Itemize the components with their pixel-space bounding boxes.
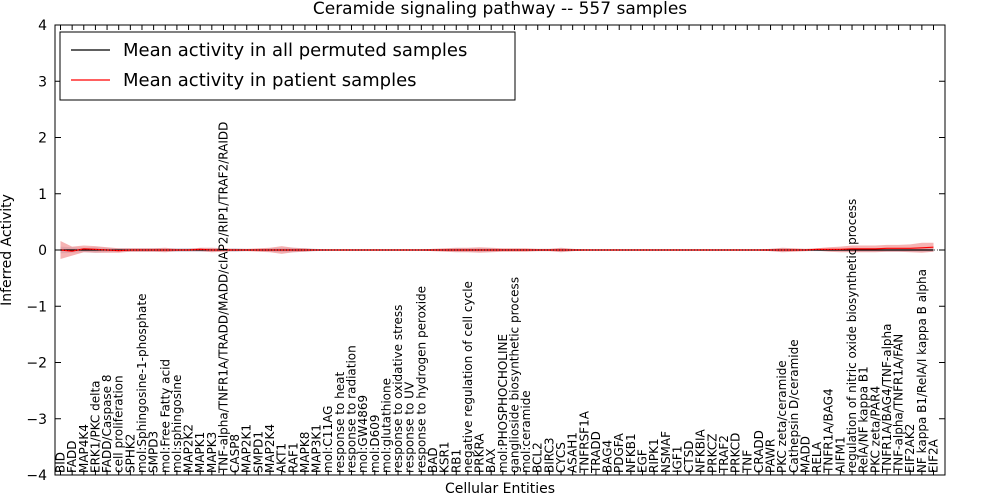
- x-tick-label: response to UV: [403, 381, 417, 473]
- x-tick-label: EIF2AK2: [903, 424, 917, 473]
- chart-title: Ceramide signaling pathway -- 557 sample…: [313, 0, 687, 19]
- x-tick-label: BCL2: [531, 442, 545, 473]
- y-tick-label: −2: [26, 356, 47, 372]
- x-tick-label: TNFR1A/BAG4: [822, 388, 836, 474]
- x-tick-label: MAPK3: [205, 432, 219, 473]
- y-tick-label: −1: [26, 299, 47, 315]
- y-tick-label: 2: [38, 131, 47, 147]
- x-tick-label: IGF1: [670, 446, 684, 473]
- x-tick-label: TRADD: [589, 431, 603, 474]
- x-tick-label: CASP8: [228, 434, 242, 473]
- x-tick-label: FADD/Caspase 8: [100, 374, 114, 473]
- x-tick-label: MAP3K1: [310, 424, 324, 473]
- y-axis-label: Inferred Activity: [0, 194, 15, 306]
- x-tick-label: PKC zeta/PAR4: [868, 386, 882, 473]
- x-tick-label: EIF2A: [927, 438, 941, 473]
- x-tick-label: response to radiation: [345, 345, 359, 473]
- x-tick-label: BIRC3: [542, 437, 556, 473]
- x-tick-label: CYCS: [554, 442, 568, 473]
- x-tick-label: BID: [54, 452, 68, 473]
- x-tick-label: MAP2K4: [263, 424, 277, 473]
- x-tick-label: RELA: [810, 441, 824, 473]
- x-tick-label: mol:Free Fatty acid: [158, 359, 172, 473]
- x-tick-label: TNF-alpha/TNFR1A/FAN: [892, 334, 906, 474]
- x-tick-label: EGF: [636, 449, 650, 473]
- x-tick-label: TNFRSF1A: [577, 410, 591, 474]
- x-tick-label: TNF: [740, 450, 754, 474]
- x-tick-label: SPHK2: [123, 434, 137, 473]
- x-tick-label: cell proliferation: [112, 375, 126, 473]
- y-tick-label: 1: [38, 187, 47, 203]
- x-tick-label: MAP2K2: [182, 424, 196, 473]
- y-tick-label: 0: [38, 243, 47, 259]
- x-tick-label: RAF1: [286, 442, 300, 473]
- x-tick-label: MADD: [799, 436, 813, 473]
- x-tick-label: mol:ceramide: [519, 390, 533, 473]
- x-tick-label: mol:C11AG: [321, 406, 335, 473]
- x-tick-label: Cathepsin D/ceramide: [787, 339, 801, 473]
- x-tick-label: mol:glutathione: [379, 378, 393, 473]
- x-axis-label: Cellular Entities: [445, 481, 555, 497]
- x-tick-label: SMPD1: [251, 431, 265, 473]
- x-tick-label: CRADD: [752, 430, 766, 473]
- y-tick-label: 3: [38, 74, 47, 90]
- y-tick-label: −4: [26, 468, 47, 484]
- legend-label-permuted: Mean activity in all permuted samples: [123, 40, 467, 61]
- y-tick-label: −3: [26, 412, 47, 428]
- x-tick-label: response to oxidative stress: [391, 305, 405, 473]
- x-tick-label: response to hydrogen peroxide: [414, 286, 428, 473]
- x-tick-label: PDGFA: [612, 432, 626, 473]
- x-tick-label: MAP2K1: [240, 424, 254, 473]
- x-tick-label: FADD: [65, 440, 79, 473]
- x-tick-label: response to heat: [333, 372, 347, 474]
- x-tick-label: mol:Sphingosine-1-phosphate: [135, 294, 149, 474]
- x-tick-label: MAPK8: [298, 432, 312, 473]
- x-tick-label: PAWR: [764, 439, 778, 473]
- y-axis-ticks: −4 −3 −2 −1 0 1 2 3 4: [26, 18, 945, 484]
- x-tick-label: mol:GW4869: [356, 395, 370, 473]
- legend-label-patient: Mean activity in patient samples: [123, 70, 417, 91]
- legend: Mean activity in all permuted samples Me…: [59, 31, 516, 101]
- x-tick-label: BAD: [426, 447, 440, 473]
- x-tick-label: regulation of nitric oxide biosynthetic …: [845, 199, 859, 473]
- x-tick-label: NFKB1: [624, 433, 638, 473]
- x-tick-label: SMPD3: [147, 431, 161, 473]
- x-tick-label: RB1: [449, 449, 463, 473]
- x-tick-label: PRKCD: [729, 433, 743, 473]
- x-tick-label: PKC zeta/ceramide: [775, 360, 789, 473]
- x-tick-label: AIFM1: [833, 436, 847, 473]
- x-tick-label: ganglioside biosynthetic process: [508, 277, 522, 473]
- legend-box: [59, 31, 516, 101]
- x-tick-label: RelA/NF kappa B1: [857, 366, 871, 473]
- x-tick-label: BAX: [484, 448, 498, 473]
- x-tick-label: ASAH1: [566, 432, 580, 473]
- x-tick-label: TNFR1A/BAG4/TNF-alpha: [880, 324, 894, 474]
- x-tick-label: MAP4K4: [77, 424, 91, 473]
- x-tick-label: mol:D609: [368, 414, 382, 473]
- x-tick-label: negative regulation of cell cycle: [461, 281, 475, 473]
- x-tick-label: PRKCZ: [705, 434, 719, 473]
- y-tick-label: 4: [38, 18, 47, 34]
- x-tick-label: NF kappa B1/RelA/I kappa B alpha: [915, 269, 929, 473]
- x-tick-label: PRKRA: [473, 433, 487, 473]
- x-tick-label: mol:sphingosine: [170, 375, 184, 473]
- x-tick-label: mol:PHOSPHOCHOLINE: [496, 334, 510, 473]
- x-tick-label: TRAF2: [717, 435, 731, 474]
- x-tick-label: RIPK1: [647, 438, 661, 473]
- x-tick-label: BAG4: [601, 440, 615, 473]
- x-tick-label: MAPK1: [193, 432, 207, 473]
- x-tick-label: CTSD: [682, 440, 696, 473]
- x-tick-label: NSMAF: [659, 431, 673, 473]
- x-tick-label: NFKBIA: [694, 428, 708, 473]
- x-tick-label: KSR1: [438, 442, 452, 473]
- x-tick-label: AKT1: [275, 443, 289, 473]
- x-tick-label: ERK1/PKC delta: [88, 380, 102, 473]
- x-tick-label: TNF-alpha/TNFR1A/TRADD/MADD/cIAP2/RIP1/T…: [217, 122, 231, 474]
